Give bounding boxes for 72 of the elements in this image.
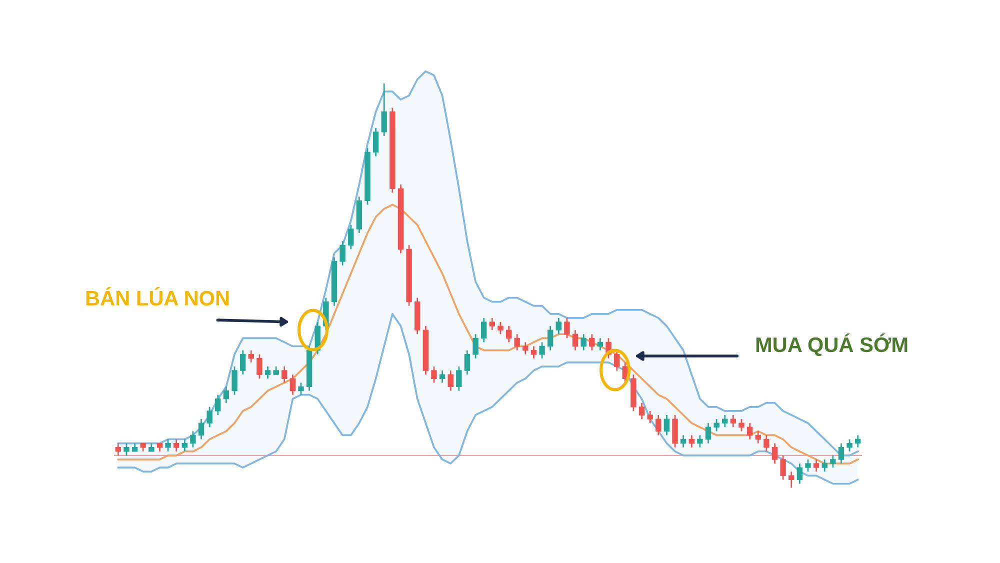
candlestick bbox=[256, 354, 262, 380]
candlestick bbox=[564, 317, 570, 339]
candlestick bbox=[115, 442, 121, 456]
candlestick bbox=[638, 402, 645, 420]
candlestick bbox=[372, 127, 379, 157]
candlestick bbox=[165, 438, 171, 452]
candlestick bbox=[298, 382, 304, 396]
candlestick bbox=[772, 442, 778, 464]
candlestick bbox=[456, 366, 462, 392]
candlestick bbox=[448, 370, 454, 392]
candlestick bbox=[124, 442, 130, 456]
candlestick bbox=[664, 414, 670, 436]
candlestick bbox=[597, 337, 604, 351]
candlestick bbox=[290, 374, 296, 396]
annotation: MUA QUÁ SỚM bbox=[756, 333, 908, 356]
candlestick bbox=[348, 224, 354, 250]
candlestick bbox=[647, 410, 653, 424]
candlestick bbox=[514, 333, 520, 351]
candlestick bbox=[714, 418, 720, 432]
candlestick bbox=[764, 434, 770, 452]
candlestick bbox=[248, 350, 254, 364]
candlestick bbox=[746, 422, 753, 440]
candlestick bbox=[805, 458, 811, 472]
candlestick bbox=[680, 434, 686, 448]
candlestick bbox=[282, 366, 288, 384]
candlestick bbox=[755, 430, 761, 444]
annotation: BÁN LÚA NON bbox=[86, 286, 229, 306]
candlestick bbox=[522, 342, 528, 356]
candlestick bbox=[481, 317, 487, 343]
candlestick bbox=[489, 317, 495, 331]
candlestick bbox=[589, 333, 595, 351]
candlestick bbox=[506, 325, 512, 343]
candlestick bbox=[539, 342, 545, 360]
candlestick bbox=[855, 434, 861, 448]
candlestick bbox=[530, 346, 537, 360]
candlestick bbox=[173, 438, 180, 452]
candlestick bbox=[656, 414, 662, 436]
candlestick bbox=[439, 370, 446, 384]
candlestick bbox=[464, 350, 470, 376]
candlestick bbox=[215, 394, 221, 416]
candlestick bbox=[822, 458, 828, 472]
candlestick bbox=[264, 366, 271, 380]
candlestick bbox=[838, 442, 844, 464]
candlestick bbox=[780, 454, 786, 480]
candlestick bbox=[240, 350, 246, 376]
candlestick bbox=[688, 434, 694, 448]
candlestick bbox=[705, 422, 712, 444]
candlestick bbox=[381, 82, 387, 137]
candlestick bbox=[722, 414, 728, 428]
candlestick bbox=[738, 418, 744, 432]
candlestick bbox=[846, 438, 852, 452]
candlestick bbox=[697, 434, 703, 448]
candlestick bbox=[198, 418, 204, 440]
candlestick bbox=[206, 406, 212, 428]
candlestick bbox=[472, 333, 478, 360]
candlestick bbox=[830, 454, 836, 468]
candlestick bbox=[614, 350, 620, 372]
candlestick bbox=[232, 366, 238, 396]
candlestick bbox=[182, 438, 188, 452]
candlestick bbox=[498, 321, 504, 335]
candlestick bbox=[572, 329, 578, 351]
candlestick bbox=[190, 430, 196, 448]
candlestick bbox=[340, 240, 346, 266]
candlestick bbox=[796, 462, 803, 484]
candlestick bbox=[730, 414, 736, 428]
candlestick bbox=[580, 333, 586, 351]
candlestick bbox=[223, 386, 230, 404]
candlestick bbox=[556, 317, 562, 335]
candlestick bbox=[431, 366, 437, 384]
candlestick bbox=[547, 325, 554, 351]
candlestick bbox=[813, 458, 820, 472]
candlestick bbox=[788, 470, 794, 488]
